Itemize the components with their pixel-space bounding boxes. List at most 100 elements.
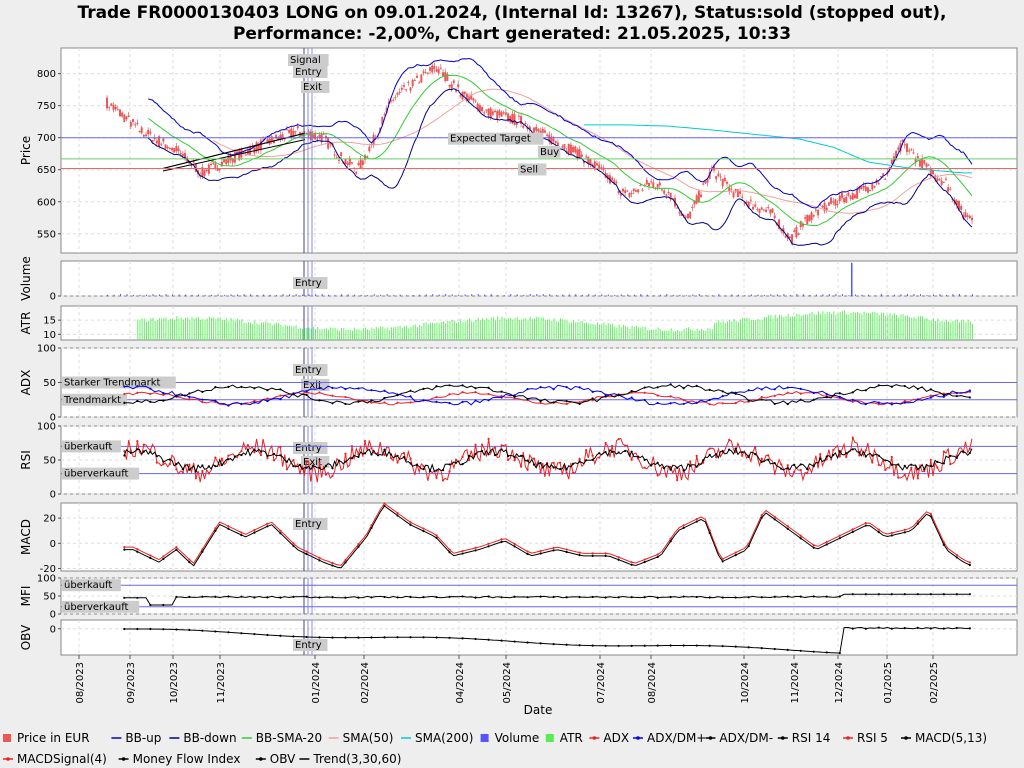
macd-signal-line-point — [279, 529, 282, 532]
obv-line-point — [370, 636, 373, 639]
price-candle — [769, 209, 772, 214]
atr-bar — [718, 320, 720, 340]
price-candle — [741, 196, 744, 198]
legend-item: BB-up — [111, 731, 161, 745]
price-candle — [257, 143, 260, 151]
mfi-line-point — [799, 595, 802, 598]
atr-bar — [917, 316, 919, 340]
macd-line-point — [643, 560, 646, 564]
price-candle — [127, 115, 130, 117]
price-candle — [895, 151, 898, 159]
price-candle — [507, 113, 510, 122]
obv-line-point — [682, 644, 685, 647]
rsi14-line-point — [487, 453, 490, 456]
price-candle — [301, 133, 304, 137]
volume-bar — [230, 294, 232, 296]
adx-dmminus-line-point — [435, 385, 438, 388]
volume-bar — [425, 294, 427, 296]
price-candle — [795, 227, 798, 238]
volume-bar — [607, 294, 609, 296]
atr-bar — [813, 314, 815, 340]
price-candle — [585, 156, 588, 158]
atr-bar — [805, 314, 806, 340]
rsi5-line-point — [259, 453, 263, 457]
atr-bar — [349, 329, 351, 340]
volume-bar — [698, 294, 700, 296]
atr-bar — [243, 322, 245, 340]
macd-line-point — [799, 537, 802, 540]
volume-bar — [217, 294, 219, 296]
obv-line-point — [266, 633, 269, 637]
volume-bar — [763, 295, 765, 296]
adx-dmplus-line-point — [630, 396, 633, 399]
legend-marker — [708, 736, 713, 740]
rsi14-line-point — [435, 469, 438, 472]
volume-bar — [932, 294, 934, 296]
chart-panels: 550600650700750800Price0Volume1015ATR050… — [19, 47, 1018, 656]
rsi14-line-point — [168, 458, 171, 461]
macd-line-point — [136, 550, 139, 553]
adx-dmminus-line-point — [344, 402, 347, 406]
atr-bar — [681, 330, 683, 340]
rsi5-line-point — [207, 472, 210, 475]
price-candle — [392, 99, 395, 101]
obv-line-point — [253, 633, 256, 636]
volume-bar — [412, 295, 414, 296]
adx-dmplus-line-point — [799, 387, 802, 390]
mfi-line-point — [357, 596, 360, 599]
adx-dmminus-line-point — [877, 384, 880, 387]
adx-dmplus-line-point — [565, 386, 568, 389]
atr-bar — [835, 314, 837, 340]
price-candle — [429, 67, 432, 71]
macd-signal-line-point — [344, 558, 347, 562]
price-candle — [472, 98, 475, 101]
atr-bar — [325, 328, 327, 340]
macd-signal-line-point — [162, 555, 165, 558]
atr-bar — [668, 330, 670, 340]
macd-line-point — [370, 526, 373, 530]
atr-bar — [746, 318, 748, 340]
adx-dmplus-line-point — [760, 388, 763, 391]
mfi-overbought-label: überkauft — [64, 580, 112, 591]
legend-item: ADX/DM+ — [633, 731, 706, 745]
price-candle — [416, 75, 419, 78]
rsi5-line-point — [123, 450, 126, 453]
price-candle — [730, 188, 733, 190]
volume-bar — [341, 294, 343, 296]
atr-bar — [876, 312, 878, 340]
rsi14-line-point — [630, 450, 633, 453]
volume-bar — [172, 294, 174, 296]
price-candle — [396, 92, 399, 95]
price-candle — [689, 211, 692, 219]
atr-bar — [187, 317, 189, 340]
price-candle — [403, 85, 406, 87]
rsi14-line-point — [637, 455, 640, 458]
price-candle — [864, 186, 867, 191]
atr-bar — [967, 320, 969, 340]
adx-line-point — [266, 397, 269, 400]
atr-bar — [620, 327, 622, 340]
volume-bar — [250, 294, 252, 296]
x-tick-label: 12/2024 — [834, 662, 845, 704]
price-candle — [116, 109, 119, 111]
rsi14-line-point — [428, 470, 432, 473]
atr-bar — [299, 328, 301, 340]
exit-label-bg — [301, 81, 330, 93]
price-candle — [233, 152, 236, 163]
price-ytick-label: 800 — [37, 69, 56, 80]
price-candle — [572, 146, 575, 153]
atr-bar — [443, 321, 444, 340]
atr-bar — [781, 315, 783, 340]
trend-line-lower — [162, 139, 306, 172]
atr-bar — [906, 315, 908, 340]
volume-bar — [776, 294, 778, 296]
adx-dmminus-line-point — [682, 387, 685, 390]
rsi14-line-point — [585, 459, 588, 462]
atr-bar — [688, 327, 689, 340]
obv-line-point — [526, 641, 529, 644]
macd-signal-line-point — [812, 544, 815, 547]
rsi5-line-point — [422, 465, 425, 468]
macd-line-point — [708, 531, 711, 535]
macd-line-point — [578, 554, 581, 557]
volume-bar — [399, 294, 401, 296]
